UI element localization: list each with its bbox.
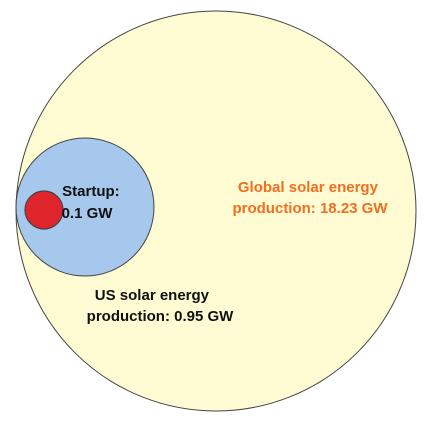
global-label: Global solar energy production: 18.23 GW [232,179,388,217]
us-label-line2: production: 0.95 GW [87,308,235,325]
us-label-line1: US solar energy [95,287,210,304]
startup-label-line2: 0.1 GW [62,205,114,222]
global-label-line1: Global solar energy [238,179,379,196]
startup-circle [24,190,64,230]
startup-label: Startup: 0.1 GW [62,183,124,222]
us-label: US solar energy production: 0.95 GW [87,287,235,325]
us-solar-circle [15,137,155,277]
global-label-line2: production: 18.23 GW [232,200,388,217]
startup-label-line1: Startup: [62,183,120,200]
